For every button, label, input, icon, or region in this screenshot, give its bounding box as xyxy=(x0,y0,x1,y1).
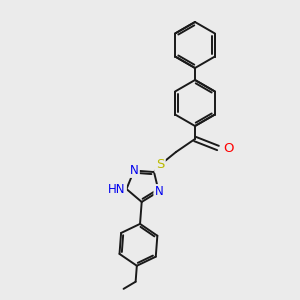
Text: S: S xyxy=(156,158,164,172)
Text: N: N xyxy=(155,185,164,199)
Text: N: N xyxy=(130,164,139,176)
Text: HN: HN xyxy=(108,182,125,196)
Text: O: O xyxy=(223,142,233,154)
